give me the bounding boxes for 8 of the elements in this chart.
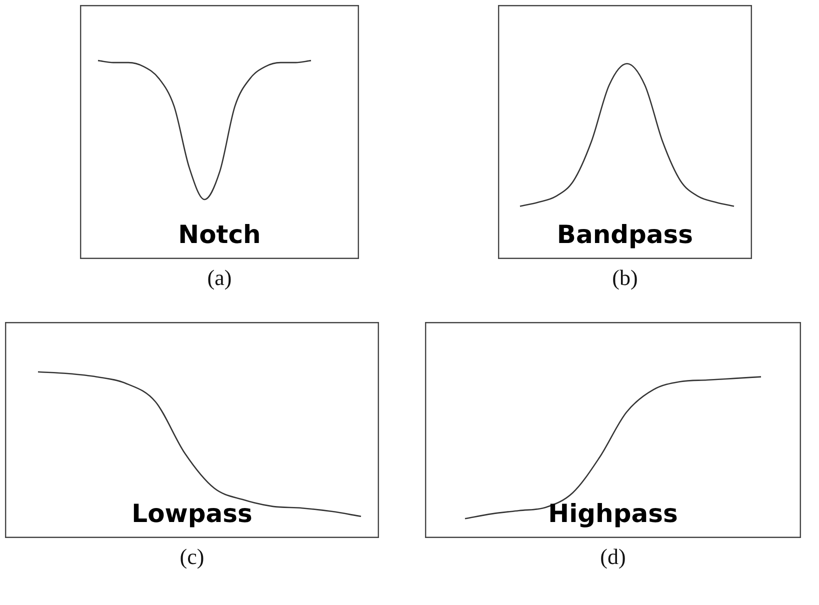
- x-axis-title: (b): [611, 265, 639, 291]
- annotation: Lowpass: [132, 499, 252, 528]
- x-axis-title: (a): [206, 265, 233, 291]
- annotation: Bandpass: [556, 220, 694, 249]
- x-axis-title: (d): [599, 544, 627, 570]
- x-axis-title: (c): [178, 544, 206, 570]
- annotation: Notch: [178, 220, 261, 249]
- annotation: Highpass: [548, 499, 678, 528]
